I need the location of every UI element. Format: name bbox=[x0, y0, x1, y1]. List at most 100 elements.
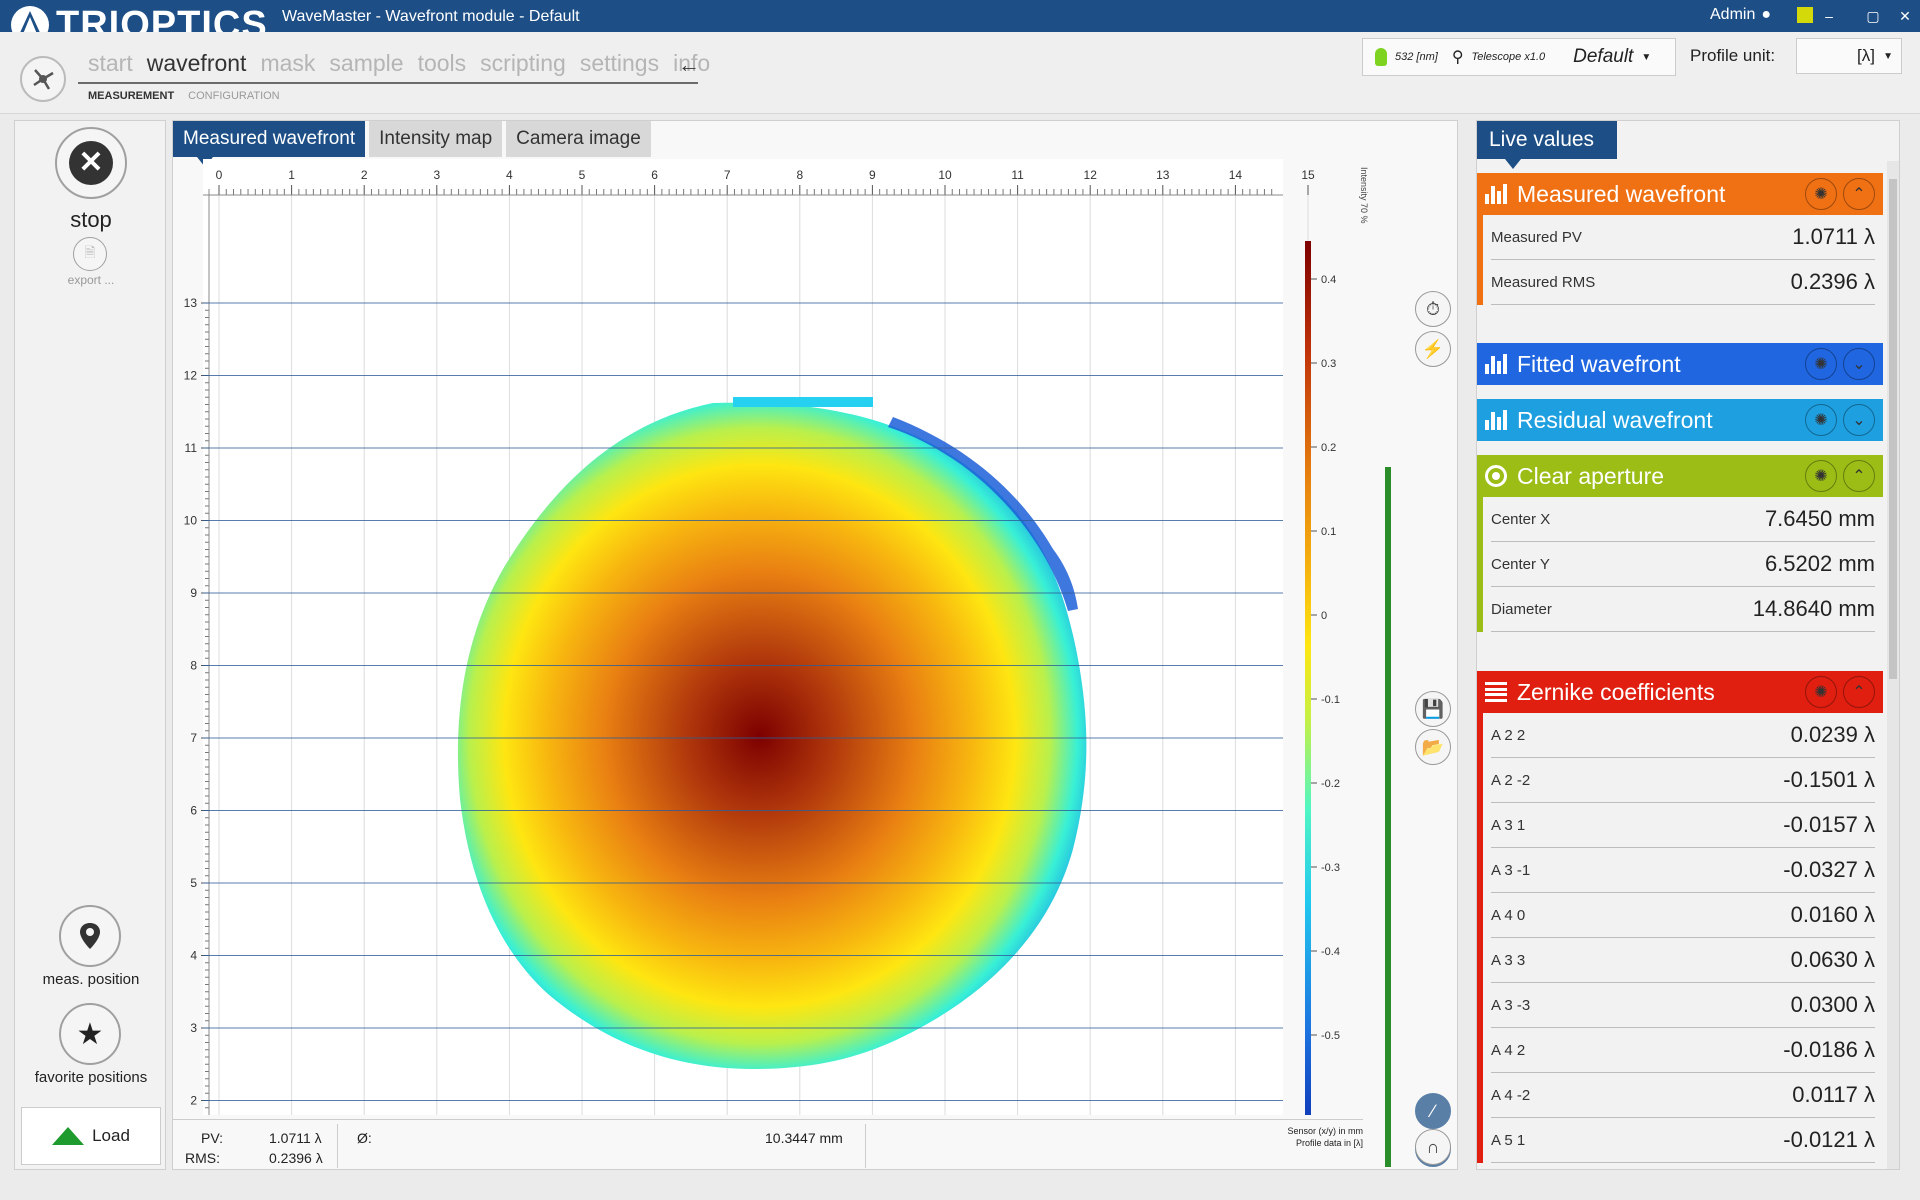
tab-measured-wavefront[interactable]: Measured wavefront bbox=[173, 121, 366, 167]
chevron-down-icon: ▼ bbox=[1883, 50, 1893, 62]
profile-note: Profile data in [λ] bbox=[1295, 1138, 1363, 1148]
nav-tools[interactable]: tools bbox=[417, 50, 467, 76]
subnav-configuration[interactable]: CONFIGURATION bbox=[188, 90, 280, 102]
measured-wavefront-body: Measured PV 1.0711 λ Measured RMS 0.2396 λ bbox=[1477, 215, 1883, 305]
nav-mask[interactable]: mask bbox=[260, 50, 316, 76]
network-icon[interactable]: ✺ bbox=[1805, 178, 1837, 210]
grid-horizontal-overlay bbox=[203, 302, 1283, 1101]
x-tick-label: 15 bbox=[1301, 168, 1315, 182]
load-button[interactable]: Load bbox=[21, 1107, 161, 1165]
x-profile-button[interactable]: ∕ bbox=[1415, 1093, 1451, 1129]
x-tick-label: 14 bbox=[1229, 168, 1243, 182]
network-icon[interactable]: ✺ bbox=[1805, 676, 1837, 708]
network-icon[interactable]: ✺ bbox=[1805, 404, 1837, 436]
nav-wavefront[interactable]: wavefront bbox=[146, 50, 247, 76]
row-label: A 3 -1 bbox=[1491, 861, 1531, 879]
chevron-up-icon[interactable]: ⌃ bbox=[1843, 676, 1875, 708]
load-label: Load bbox=[92, 1126, 130, 1145]
colorbar-tick-label: -0.4 bbox=[1321, 946, 1340, 958]
status-box[interactable]: 532 [nm] ⚲ Telescope x1.0 Default ▼ bbox=[1362, 38, 1676, 76]
preset-value[interactable]: Default bbox=[1573, 46, 1634, 67]
subnav-measurement[interactable]: MEASUREMENT bbox=[88, 90, 175, 102]
footer-separator bbox=[865, 1124, 866, 1168]
favorite-positions-button[interactable]: ★ bbox=[59, 1003, 121, 1065]
user-name: Admin bbox=[1710, 6, 1756, 23]
chevron-up-icon[interactable]: ⌃ bbox=[1843, 460, 1875, 492]
chevron-up-icon[interactable]: ⌃ bbox=[1843, 178, 1875, 210]
zernike-row: A 3 -1 -0.0327 λ bbox=[1491, 848, 1875, 893]
nav-info[interactable]: info bbox=[673, 50, 711, 76]
user-menu[interactable]: Admin ● bbox=[1710, 6, 1814, 24]
colorbar-tick-label: -0.3 bbox=[1321, 862, 1340, 874]
chevron-down-icon[interactable]: ⌄ bbox=[1843, 348, 1875, 380]
row-value: 0.0630 λ bbox=[1790, 947, 1875, 972]
chevron-down-icon[interactable]: ⌄ bbox=[1843, 404, 1875, 436]
preset-dropdown-icon[interactable]: ▼ bbox=[1641, 51, 1652, 63]
row-value: 7.6450 mm bbox=[1764, 506, 1875, 531]
zernike-row: A 2 -2 -0.1501 λ bbox=[1491, 758, 1875, 803]
meas-position-label: meas. position bbox=[42, 971, 140, 988]
curve-button[interactable]: ∩ bbox=[1415, 1129, 1451, 1165]
network-icon[interactable]: ✺ bbox=[1805, 460, 1837, 492]
zernike-header[interactable]: Zernike coefficients ✺ ⌃ bbox=[1477, 671, 1883, 713]
network-icon[interactable]: ✺ bbox=[1805, 348, 1837, 380]
stop-button[interactable]: ✕ bbox=[55, 127, 127, 199]
view-tabs: Measured wavefront Intensity map Camera … bbox=[173, 121, 655, 167]
main-navigation: start wavefront mask sample tools script… bbox=[88, 50, 710, 77]
tab-live-values[interactable]: Live values bbox=[1477, 121, 1617, 169]
minimize-button[interactable]: – bbox=[1825, 8, 1833, 24]
target-icon bbox=[1485, 465, 1507, 487]
y-tick-label: 13 bbox=[184, 296, 198, 310]
nav-sample[interactable]: sample bbox=[329, 50, 404, 76]
section-title: Clear aperture bbox=[1517, 462, 1665, 489]
light-bulb-icon bbox=[1375, 48, 1387, 66]
sensor-note: Sensor (x/y) in mm bbox=[1287, 1126, 1363, 1136]
zernike-row: A 5 1 -0.0121 λ bbox=[1491, 1118, 1875, 1163]
profile-unit-select[interactable]: [λ] ▼ bbox=[1796, 38, 1902, 74]
clear-aperture-header[interactable]: Clear aperture ✺ ⌃ bbox=[1477, 455, 1883, 497]
maximize-button[interactable]: ▢ bbox=[1866, 8, 1880, 24]
x-tick-label: 9 bbox=[869, 168, 876, 182]
nav-settings[interactable]: settings bbox=[579, 50, 660, 76]
row-value: 0.2396 λ bbox=[1790, 269, 1875, 294]
nav-scripting[interactable]: scripting bbox=[480, 50, 566, 76]
value-row: Center Y 6.5202 mm bbox=[1491, 542, 1875, 587]
x-axis: 0 1 2 3 4 5 6 7 8 9 10 11 12 13 14 15 bbox=[203, 168, 1315, 196]
wavefront-plot[interactable]: 0 1 2 3 4 5 6 7 8 9 10 11 12 13 14 15 1312111098765432 … bbox=[173, 159, 1363, 1115]
x-tick-label: 11 bbox=[1011, 168, 1024, 182]
tab-intensity-map[interactable]: Intensity map bbox=[369, 121, 503, 157]
rms-label: RMS: bbox=[185, 1150, 220, 1166]
timer-button[interactable]: ⏱ bbox=[1415, 291, 1451, 327]
row-label: Center X bbox=[1491, 510, 1551, 528]
plot-footer: PV: 1.0711 λ RMS: 0.2396 λ Ø: 10.3447 mm… bbox=[173, 1119, 1363, 1171]
star-icon: ★ bbox=[76, 1017, 104, 1051]
residual-wavefront-header[interactable]: Residual wavefront ✺ ⌄ bbox=[1477, 399, 1883, 441]
y-tick-label: 8 bbox=[190, 659, 197, 673]
section-title: Fitted wavefront bbox=[1517, 350, 1681, 377]
home-button[interactable] bbox=[20, 56, 66, 102]
row-value: 1.0711 λ bbox=[1792, 224, 1875, 249]
wavefront-map bbox=[457, 402, 1087, 1069]
scrollbar-thumb[interactable] bbox=[1889, 179, 1897, 679]
tab-camera-image[interactable]: Camera image bbox=[506, 121, 651, 157]
close-button[interactable]: ✕ bbox=[1899, 8, 1911, 24]
back-arrow-icon[interactable]: ← bbox=[678, 52, 700, 77]
measured-wavefront-header[interactable]: Measured wavefront ✺ ⌃ bbox=[1477, 173, 1883, 215]
rms-value: 0.2396 λ bbox=[269, 1150, 323, 1166]
meas-position-button[interactable] bbox=[59, 905, 121, 967]
export-button[interactable]: 🗎 bbox=[73, 237, 107, 271]
fitted-wavefront-header[interactable]: Fitted wavefront ✺ ⌄ bbox=[1477, 343, 1883, 385]
pv-value: 1.0711 λ bbox=[269, 1130, 322, 1146]
nav-start[interactable]: start bbox=[88, 50, 133, 76]
zernike-row: A 4 0 0.0160 λ bbox=[1491, 893, 1875, 938]
x-tick-label: 4 bbox=[506, 168, 513, 182]
flash-button[interactable]: ⚡ bbox=[1415, 331, 1451, 367]
save-button[interactable]: 💾 bbox=[1415, 691, 1451, 727]
y-tick-label: 2 bbox=[190, 1094, 197, 1108]
row-value: -0.0157 λ bbox=[1783, 812, 1875, 837]
colorbar-tick-label: -0.2 bbox=[1321, 778, 1340, 790]
clear-aperture-body: Center X 7.6450 mm Center Y 6.5202 mm Diam… bbox=[1477, 497, 1883, 632]
row-label: A 4 -2 bbox=[1491, 1086, 1531, 1104]
intensity-label: Intensity 70 % bbox=[1359, 167, 1369, 224]
open-button[interactable]: 📂 bbox=[1415, 729, 1451, 765]
